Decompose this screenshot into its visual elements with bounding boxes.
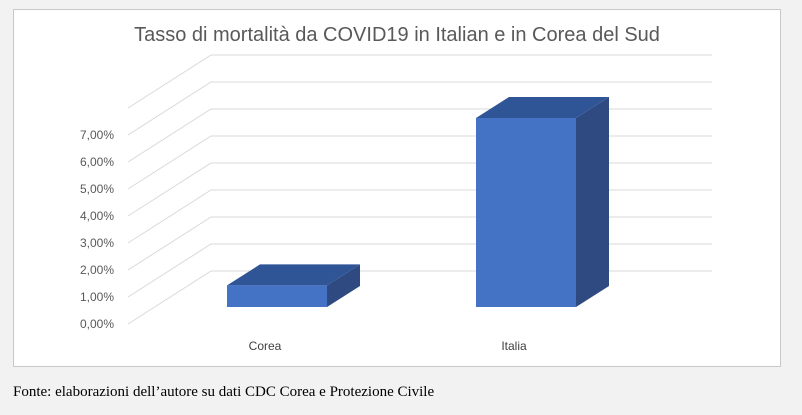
chart-plot: 0,00% 1,00% 2,00% 3,00% 4,00% 5,00% 6,00% 7,00%… [80,54,712,353]
gridline [127,270,712,325]
bar-corea [227,285,327,307]
gridline [127,54,712,109]
chart-title: Tasso di mortalità da COVID19 in Italian… [134,24,660,46]
gridline [127,81,712,136]
y-tick-label: 4,00% [80,209,114,223]
bar-side [327,264,360,307]
y-tick-label: 7,00% [80,128,114,142]
bar-top [227,264,360,286]
bar-top [476,97,609,118]
y-tick-label: 3,00% [80,236,114,250]
chart-frame: Tasso di mortalità da COVID19 in Italian… [13,9,781,367]
x-tick-label: Italia [501,339,527,353]
y-tick-label: 1,00% [80,290,114,304]
y-tick-label: 6,00% [80,155,114,169]
bar-italia [476,118,576,307]
x-tick-label: Corea [249,339,282,353]
y-tick-label: 0,00% [80,317,114,331]
y-tick-label: 5,00% [80,182,114,196]
y-tick-label: 2,00% [80,263,114,277]
bar-side [576,97,609,307]
source-note: Fonte: elaborazioni dell’autore su dati … [13,384,435,400]
